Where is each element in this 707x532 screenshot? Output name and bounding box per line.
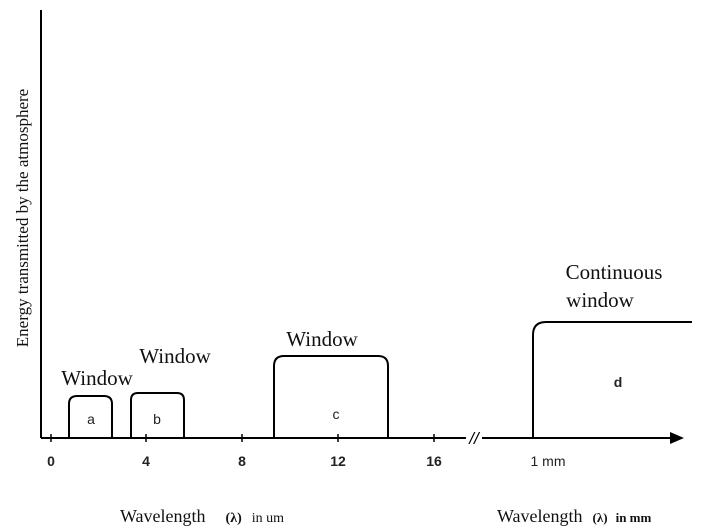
window-a-letter: a (87, 411, 95, 427)
x-label-um-prefix: Wavelength (120, 506, 206, 526)
x-tick-label: 4 (142, 453, 150, 469)
axis-break-mark: // (468, 429, 481, 448)
window-c-shape (273, 355, 389, 438)
window-c-letter: c (333, 406, 340, 422)
window-b-letter: b (153, 411, 161, 427)
x-label-um-unit: in um (252, 511, 284, 526)
window-a-shape (68, 395, 113, 438)
x-axis-label-mm: Wavelength (λ) in mm (497, 506, 651, 526)
x-label-mm-prefix: Wavelength (497, 506, 583, 526)
x-tick-label: 12 (330, 453, 346, 469)
x-label-mm-unit: in mm (616, 510, 652, 525)
window-c-title: Window (286, 327, 358, 351)
x-tick-label: 8 (238, 453, 246, 469)
window-d-title-line2: window (566, 288, 635, 312)
x-label-mm-symbol: (λ) (593, 510, 608, 525)
window-a-title: Window (61, 366, 133, 390)
window-b-shape (130, 392, 185, 438)
window-d-title-line1: Continuous (566, 260, 663, 284)
y-axis-label: Energy transmitted by the atmosphere (13, 89, 32, 347)
window-b-title: Window (139, 344, 211, 368)
x-tick-label: 0 (47, 453, 55, 469)
x-label-um-symbol: (λ) (226, 511, 243, 526)
x-tick-label-mm: 1 mm (531, 453, 566, 469)
x-axis-label-um: Wavelength (λ) in um (120, 506, 284, 526)
window-d-letter: d (614, 374, 623, 390)
x-axis-arrowhead (670, 432, 684, 444)
window-d-shape (532, 321, 692, 438)
x-tick-label: 16 (426, 453, 442, 469)
